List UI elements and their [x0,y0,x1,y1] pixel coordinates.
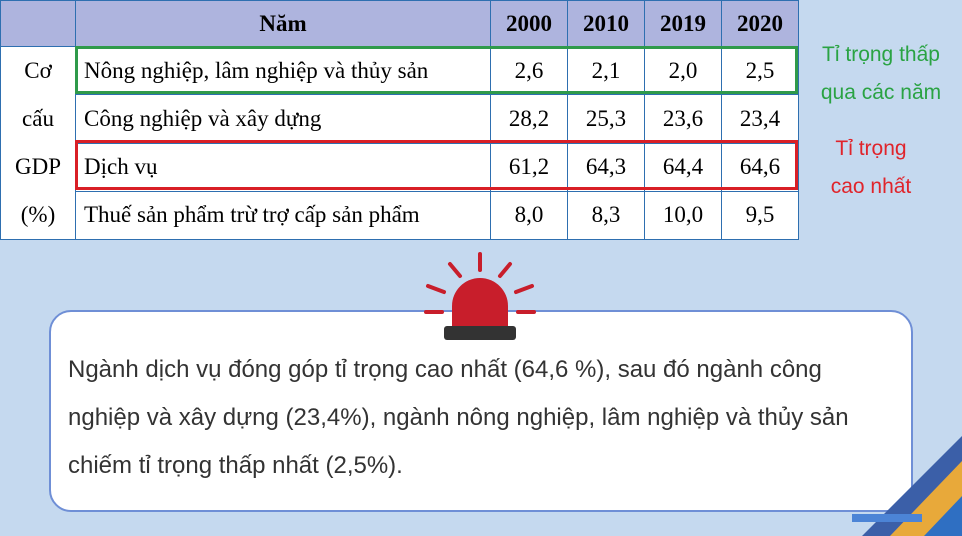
table-cell: 2,0 [644,45,722,96]
summary-text: Ngành dịch vụ đóng góp tỉ trọng cao nhất… [68,356,849,479]
table-row: Dịch vụ 61,2 64,3 64,4 64,6 [1,142,799,192]
table-cell: 10,0 [644,190,722,241]
lowest-share-note-line: qua các năm [820,81,942,104]
table-cell: 64,4 [644,142,722,192]
row-name-agriculture: Nông nghiệp, lâm nghiệp và thủy sản [75,45,491,96]
header-year-2019: 2019 [644,0,722,47]
table-cell: 61,2 [490,142,568,192]
table-row: Thuế sản phẩm trừ trợ cấp sản phẩm 8,0 8… [1,190,799,241]
table-row: Công nghiệp và xây dựng 28,2 25,3 23,6 2… [1,94,799,144]
table-header-row: Năm 2000 2010 2019 2020 [0,0,799,47]
table-cell: 8,3 [567,190,645,241]
table-cell: 2,6 [490,45,568,96]
highest-share-note: Tỉ trọng cao nhất [806,130,936,206]
lowest-share-note: Tỉ trọng thấp qua các năm [806,36,956,112]
header-year-label: Năm [75,0,491,47]
table-cell: 2,5 [721,45,799,96]
table-cell: 23,4 [721,94,799,144]
table-cell: 9,5 [721,190,799,241]
siren-icon [424,252,536,340]
corner-decoration [852,436,962,536]
row-name-services: Dịch vụ [75,142,491,192]
table-row: Cơ cấu GDP (%) Nông nghiệp, lâm nghiệp v… [0,45,799,240]
table-cell: 64,6 [721,142,799,192]
header-corner-cell [0,0,76,47]
row-group-label-line: (%) [20,202,56,227]
row-name-product-tax: Thuế sản phẩm trừ trợ cấp sản phẩm [75,190,491,241]
table-cell: 28,2 [490,94,568,144]
table-cell: 23,6 [644,94,722,144]
summary-callout: Ngành dịch vụ đóng góp tỉ trọng cao nhất… [49,310,913,512]
highest-share-note-line: cao nhất [830,175,912,198]
row-group-label-line: cấu [22,106,54,131]
row-group-label-line: Cơ [24,58,52,83]
header-year-2010: 2010 [567,0,645,47]
row-group-label-line: GDP [14,154,61,179]
highest-share-note-line: Tỉ trọng [835,137,907,160]
table-cell: 8,0 [490,190,568,241]
header-year-2020: 2020 [721,0,799,47]
table-cell: 64,3 [567,142,645,192]
header-year-2000: 2000 [490,0,568,47]
table-cell: 25,3 [567,94,645,144]
gdp-structure-table: Năm 2000 2010 2019 2020 Cơ cấu GDP (%) N… [0,0,799,241]
row-name-industry: Công nghiệp và xây dựng [75,94,491,144]
row-group-label: Cơ cấu GDP (%) [0,46,76,240]
lowest-share-note-line: Tỉ trọng thấp [822,43,940,66]
table-cell: 2,1 [567,45,645,96]
